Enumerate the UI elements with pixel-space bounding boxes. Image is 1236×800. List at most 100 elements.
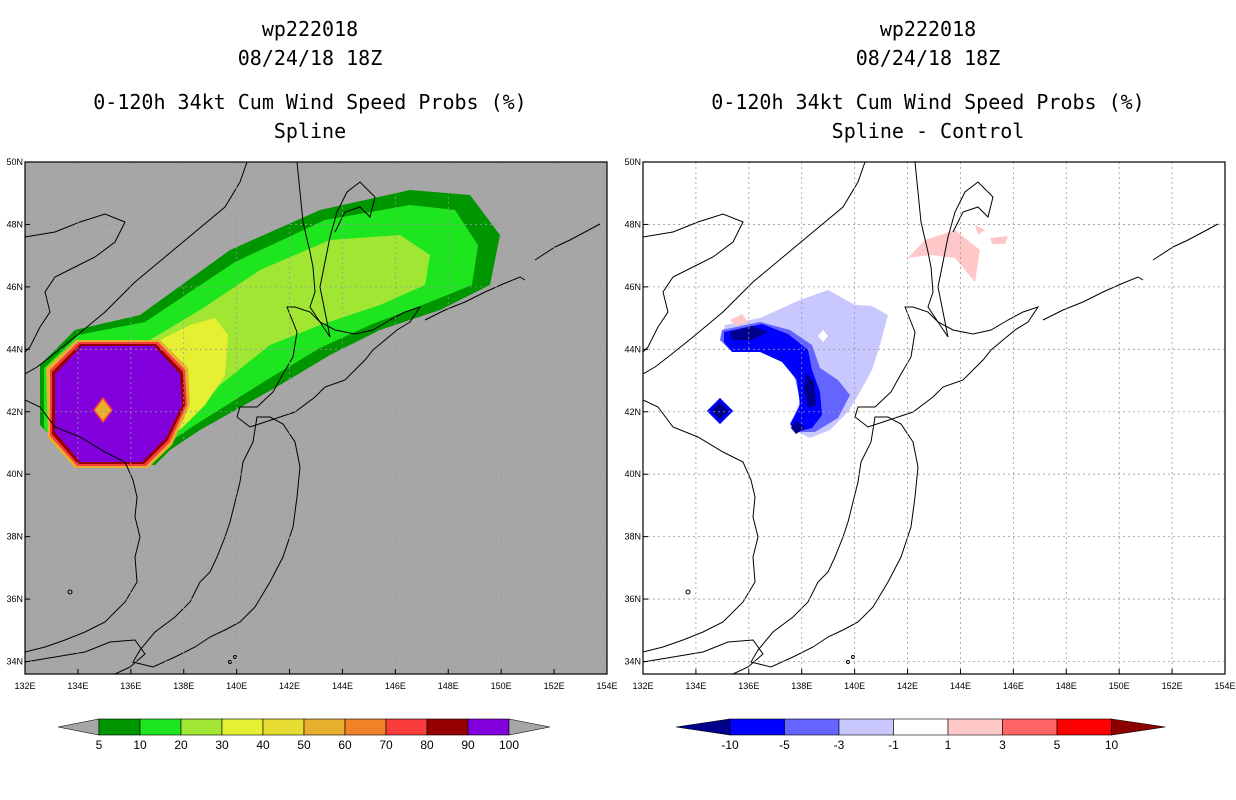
colorbar-label: 40	[256, 738, 270, 752]
colorbar-box	[1056, 718, 1112, 736]
right-title-method: Spline - Control	[831, 119, 1025, 143]
diff-minus5-contour	[724, 324, 822, 432]
colorbar-label: 30	[215, 738, 229, 752]
colorbar-box	[385, 718, 428, 736]
right-lon-labels: 132E 134E 136E 138E 140E 142E 144E 146E 148E 150E…	[632, 681, 1235, 691]
lat-label: 38N	[6, 532, 23, 542]
lon-label: 146E	[1003, 681, 1024, 691]
lat-label: 40N	[624, 469, 641, 479]
left-map-panel: 50N 48N 46N 44N 42N 40N 38N 36N 34N 132E 134E 136E…	[6, 157, 617, 691]
lat-label: 34N	[624, 657, 641, 667]
colorbar-box	[1002, 718, 1058, 736]
lon-label: 150E	[491, 681, 512, 691]
right-title-storm-id: wp222018	[879, 17, 977, 41]
colorbar-label: 90	[461, 738, 475, 752]
difference-colorbar: -10 -5 -3 -1 1 3 5 10	[675, 718, 1166, 752]
colorbar-label: -10	[721, 738, 739, 752]
colorbar-label: 60	[338, 738, 352, 752]
lon-label: 152E	[544, 681, 565, 691]
lat-label: 34N	[6, 657, 23, 667]
colorbar-label: 20	[174, 738, 188, 752]
lon-label: 148E	[1056, 681, 1077, 691]
colorbar-label: 1	[945, 738, 952, 752]
lon-label: 132E	[14, 681, 35, 691]
colorbar-box	[344, 718, 387, 736]
lon-label: 134E	[67, 681, 88, 691]
colorbar-box	[426, 718, 469, 736]
colorbar-label: 10	[1105, 738, 1119, 752]
lon-label: 132E	[632, 681, 653, 691]
left-title-method: Spline	[273, 119, 347, 143]
lon-label: 154E	[596, 681, 617, 691]
prob-center-diamond	[93, 396, 113, 424]
colorbar-box	[221, 718, 264, 736]
left-lat-labels: 50N 48N 46N 44N 42N 40N 38N 36N 34N	[6, 157, 23, 667]
left-title-storm-id: wp222018	[261, 17, 359, 41]
left-title-datetime: 08/24/18 18Z	[237, 46, 383, 70]
lon-label: 136E	[738, 681, 759, 691]
colorbar-box	[784, 718, 840, 736]
right-lat-labels: 50N 48N 46N 44N 42N 40N 38N 36N 34N	[624, 157, 641, 667]
right-difference-field	[643, 162, 1219, 674]
diff-plus1-west	[730, 314, 748, 326]
colorbar-label: 3	[999, 738, 1006, 752]
lat-label: 44N	[624, 344, 641, 354]
colorbar-label: 5	[1054, 738, 1061, 752]
diff-plus1-north-small	[975, 225, 985, 235]
colorbar-box	[893, 718, 949, 736]
left-lon-labels: 132E 134E 136E 138E 140E 142E 144E 146E 148E 150E…	[14, 681, 617, 691]
colorbar-label: 10	[133, 738, 147, 752]
lat-label: 46N	[6, 282, 23, 292]
lon-label: 150E	[1109, 681, 1130, 691]
colorbar-box	[98, 718, 141, 736]
colorbar-label: 50	[297, 738, 311, 752]
colorbar-box	[262, 718, 305, 736]
right-title-datetime: 08/24/18 18Z	[855, 46, 1001, 70]
lon-label: 142E	[897, 681, 918, 691]
colorbar-right-arrow	[1111, 718, 1166, 736]
colorbar-box	[947, 718, 1003, 736]
colorbar-box	[303, 718, 346, 736]
colorbar-box	[467, 718, 510, 736]
colorbar-label: -3	[834, 738, 845, 752]
lat-label: 44N	[6, 344, 23, 354]
lon-label: 142E	[279, 681, 300, 691]
left-probability-field	[25, 162, 601, 674]
probability-colorbar: 5 10 20 30 40 50 60 70 80 90 100	[57, 718, 551, 752]
colorbar-box	[180, 718, 223, 736]
left-gridlines	[24, 161, 608, 674]
colorbar-left-arrow	[57, 718, 100, 736]
lat-label: 46N	[624, 282, 641, 292]
colorbar-left-arrow	[675, 718, 731, 736]
left-title-product: 0-120h 34kt Cum Wind Speed Probs (%)	[93, 90, 527, 114]
diff-small-white-spot	[818, 330, 828, 342]
colorbar-label: 5	[96, 738, 103, 752]
lon-label: 144E	[950, 681, 971, 691]
colorbar-label: -5	[779, 738, 790, 752]
lat-label: 36N	[624, 594, 641, 604]
right-gridlines	[642, 161, 1226, 674]
lat-label: 50N	[624, 157, 641, 167]
right-title-product: 0-120h 34kt Cum Wind Speed Probs (%)	[711, 90, 1145, 114]
lon-label: 152E	[1162, 681, 1183, 691]
lon-label: 140E	[226, 681, 247, 691]
lat-label: 36N	[6, 594, 23, 604]
lon-label: 144E	[332, 681, 353, 691]
right-panel-title: wp222018 08/24/18 18Z 0-120h 34kt Cum Wi…	[618, 15, 1236, 146]
right-map-frame	[642, 161, 1226, 675]
left-map-frame	[24, 161, 608, 675]
colorbar-label: 70	[379, 738, 393, 752]
right-map-panel: 50N 48N 46N 44N 42N 40N 38N 36N 34N 132E 134E 136E…	[624, 157, 1235, 691]
lon-label: 136E	[120, 681, 141, 691]
colorbar-label: 100	[499, 738, 519, 752]
lon-label: 140E	[844, 681, 865, 691]
lon-label: 138E	[173, 681, 194, 691]
diff-minus10-diamond	[706, 397, 734, 425]
lon-label: 138E	[791, 681, 812, 691]
lat-label: 48N	[624, 219, 641, 229]
lat-label: 42N	[624, 407, 641, 417]
colorbar-label: -1	[888, 738, 899, 752]
prob-100-contour	[55, 346, 182, 462]
diff-minus10-central	[804, 372, 816, 408]
